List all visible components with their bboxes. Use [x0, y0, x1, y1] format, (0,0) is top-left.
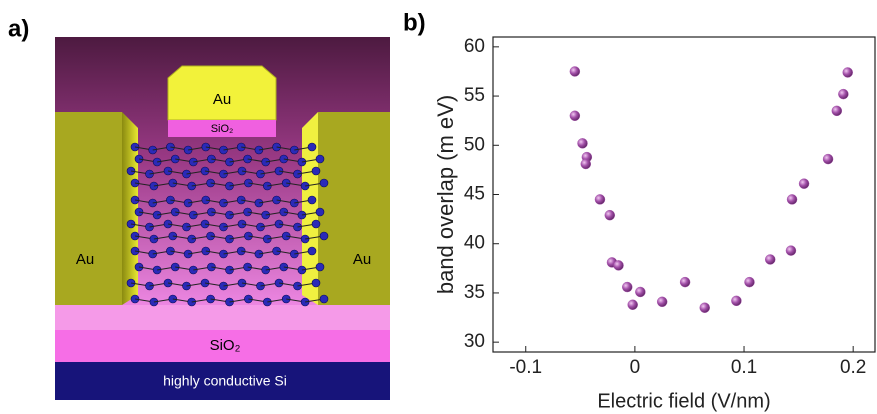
panel-label: a): [8, 15, 29, 42]
point: [595, 194, 605, 204]
x-axis-label: Electric field (V/nm): [597, 390, 770, 412]
point: [787, 194, 797, 204]
y-tick-label: 30: [464, 331, 485, 352]
right-electrode-side: [302, 112, 318, 305]
right-electrode: [318, 112, 390, 305]
point: [786, 246, 796, 256]
atom: [320, 295, 328, 303]
point: [570, 66, 580, 76]
point: [628, 300, 638, 310]
x-tick-label: 0: [630, 357, 641, 378]
point: [823, 154, 833, 164]
atom: [308, 196, 316, 204]
y-tick-label: 40: [464, 233, 485, 254]
atom: [320, 232, 328, 240]
label: SiO₂: [211, 123, 234, 135]
device-illustration: Au SiO₂ Au Au SiO₂ highly conductive Si: [55, 37, 390, 400]
atom: [312, 220, 320, 228]
point: [838, 89, 848, 99]
y-tick-label: 60: [464, 36, 485, 57]
y-axis-label: band overlap (m eV): [433, 95, 458, 294]
point: [605, 210, 615, 220]
atom: [308, 247, 316, 255]
atom: [308, 143, 316, 151]
left-electrode: [55, 112, 122, 305]
point: [622, 282, 632, 292]
atom: [320, 179, 328, 187]
point: [635, 287, 645, 297]
oxide-top: [55, 305, 390, 330]
point: [577, 138, 587, 148]
y-tick-label: 55: [464, 85, 485, 106]
point: [614, 260, 624, 270]
panel-label: b): [403, 9, 426, 36]
plot-frame: [493, 37, 875, 352]
x-tick-label: 0.2: [840, 357, 866, 378]
x-tick-label: -0.1: [509, 357, 542, 378]
point: [765, 254, 775, 264]
point: [700, 303, 710, 313]
point: [581, 159, 591, 169]
point: [657, 297, 667, 307]
atom: [316, 155, 324, 163]
label: Au: [353, 251, 371, 268]
x-tick-label: 0.1: [731, 357, 757, 378]
left-electrode-side: [122, 112, 138, 305]
y-tick-label: 35: [464, 282, 485, 303]
point: [570, 111, 580, 121]
label: SiO₂: [210, 337, 241, 354]
point: [744, 277, 754, 287]
point: [680, 277, 690, 287]
point: [799, 179, 809, 189]
label: Au: [213, 91, 231, 108]
label: Au: [76, 251, 94, 268]
point: [843, 67, 853, 77]
point: [832, 106, 842, 116]
y-tick-label: 45: [464, 184, 485, 205]
figure: a) b) Au SiO₂ Au Au SiO₂ highly conducti…: [0, 0, 877, 414]
atom: [316, 263, 324, 271]
atom: [312, 167, 320, 175]
point: [731, 296, 741, 306]
label: highly conductive Si: [163, 373, 287, 389]
atom: [312, 279, 320, 287]
atom: [316, 208, 324, 216]
y-tick-label: 50: [464, 134, 485, 155]
